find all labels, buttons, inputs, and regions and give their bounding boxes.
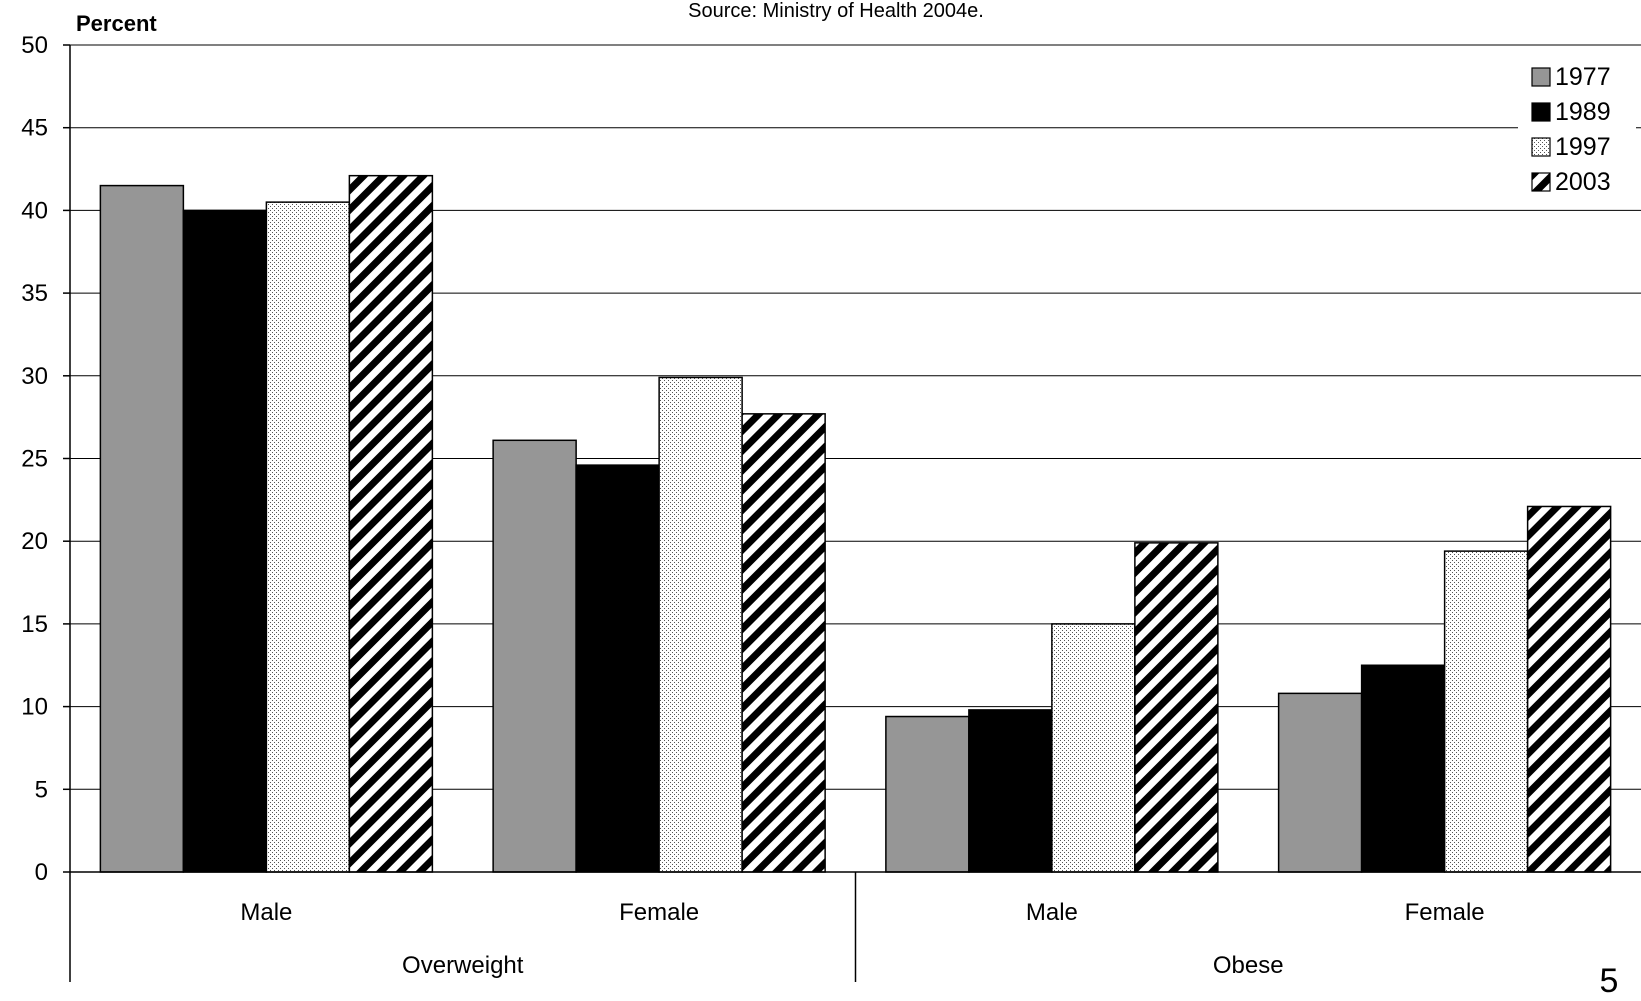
bar-1997-1 xyxy=(658,376,743,873)
legend-swatch-1989 xyxy=(1531,102,1551,122)
x-group-labels: Overweight Obese xyxy=(402,952,1284,979)
y-tick-label: 30 xyxy=(21,363,48,390)
y-tick-labels: 0 5 10 15 20 25 30 35 40 45 50 xyxy=(21,32,48,886)
y-tick-label: 40 xyxy=(21,197,48,224)
legend-label-2003: 2003 xyxy=(1555,168,1611,196)
y-tick-label: 50 xyxy=(21,32,48,59)
x-group-label: Obese xyxy=(1213,952,1284,979)
legend-label-1989: 1989 xyxy=(1555,98,1611,126)
y-tick-label: 20 xyxy=(21,528,48,555)
bar-2003-1 xyxy=(741,413,826,873)
bar-1977-0 xyxy=(99,184,185,873)
x-category-label: Female xyxy=(619,899,699,926)
legend-swatch-1977 xyxy=(1531,67,1551,87)
bar-1997-2 xyxy=(1051,623,1136,873)
y-tick-label: 5 xyxy=(35,776,48,803)
legend: 1977 1989 1997 2003 xyxy=(1518,58,1636,203)
bar-1977-1 xyxy=(492,439,577,873)
bar-1977-3 xyxy=(1277,692,1363,873)
y-tick-label: 15 xyxy=(21,611,48,638)
axes xyxy=(63,44,1641,982)
y-tick-label: 25 xyxy=(21,446,48,473)
page-number: 5 xyxy=(1600,962,1619,1000)
y-tick-label: 0 xyxy=(35,859,48,886)
legend-swatch-2003 xyxy=(1531,172,1551,192)
bar-1977-2 xyxy=(885,715,970,873)
legend-label-1997: 1997 xyxy=(1555,133,1611,161)
x-category-label: Female xyxy=(1405,899,1485,926)
y-tick-label: 10 xyxy=(21,694,48,721)
x-category-label: Male xyxy=(240,899,292,926)
x-category-labels: Male Female Male Female xyxy=(240,899,1484,926)
bar-1989-3 xyxy=(1360,664,1446,873)
bar-1989-2 xyxy=(968,709,1053,873)
bar-1989-0 xyxy=(182,209,268,873)
bar-1997-3 xyxy=(1443,550,1529,873)
x-group-label: Overweight xyxy=(402,952,524,979)
legend-label-1977: 1977 xyxy=(1555,63,1611,91)
y-axis-label: Percent xyxy=(76,11,157,36)
bar-2003-0 xyxy=(348,174,434,873)
bars xyxy=(99,174,1612,873)
x-category-label: Male xyxy=(1026,899,1078,926)
y-tick-label: 35 xyxy=(21,280,48,307)
bar-2003-3 xyxy=(1526,505,1612,873)
bar-1997-0 xyxy=(265,201,351,873)
legend-swatch-1997 xyxy=(1531,137,1551,157)
y-tick-label: 45 xyxy=(21,115,48,142)
bar-1989-1 xyxy=(575,464,660,873)
source-note: Source: Ministry of Health 2004e. xyxy=(688,0,984,22)
bar-2003-2 xyxy=(1134,542,1219,873)
